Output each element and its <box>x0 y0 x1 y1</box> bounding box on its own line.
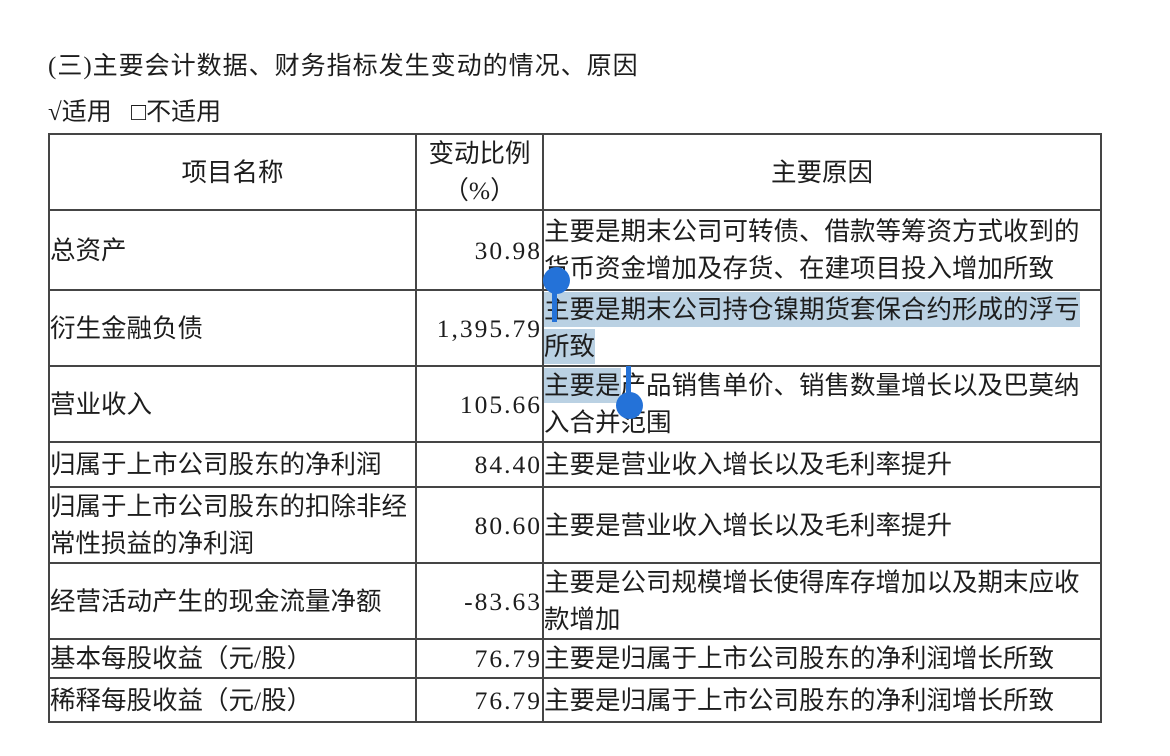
change-ratio-cell: -83.63 <box>415 562 544 640</box>
change-ratio-cell: 80.60 <box>415 486 544 564</box>
change-ratio-cell: 105.66 <box>415 365 544 443</box>
reason-cell: 主要是归属于上市公司股东的净利润增长所致 <box>542 677 1102 723</box>
selected-text: 主要是 <box>545 368 621 403</box>
header-main-reason: 主要原因 <box>542 133 1102 211</box>
reason-text: 产品销售单价、销售数量增长以及巴莫纳入合并范围 <box>544 371 1080 437</box>
reason-cell: 主要是产品销售单价、销售数量增长以及巴莫纳入合并范围 <box>542 365 1102 443</box>
section-heading: (三)主要会计数据、财务指标发生变动的情况、原因 <box>48 53 639 80</box>
table-row: 营业收入 105.66 主要是产品销售单价、销售数量增长以及巴莫纳入合并范围 <box>48 365 1102 443</box>
table-row: 总资产 30.98 主要是期末公司可转债、借款等筹资方式收到的货币资金增加及存货… <box>48 209 1102 291</box>
not-applicable-option: □不适用 <box>130 99 222 126</box>
change-ratio-cell: 84.40 <box>415 441 544 488</box>
header-change-ratio-line1: 变动比例 <box>428 139 531 168</box>
item-name-cell: 营业收入 <box>48 365 417 443</box>
applicable-option: √适用 <box>48 99 112 126</box>
reason-cell: 主要是期末公司可转债、借款等筹资方式收到的货币资金增加及存货、在建项目投入增加所… <box>542 209 1102 291</box>
change-ratio-cell: 76.79 <box>415 677 544 723</box>
item-name-cell: 经营活动产生的现金流量净额 <box>48 562 417 640</box>
item-name-cell: 归属于上市公司股东的扣除非经常性损益的净利润 <box>48 486 417 564</box>
table-row: 经营活动产生的现金流量净额 -83.63 主要是公司规模增长使得库存增加以及期末… <box>48 562 1102 640</box>
item-name-cell: 总资产 <box>48 209 417 291</box>
selection-start-caret[interactable] <box>552 291 557 322</box>
table-row: 衍生金融负债 1,395.79 主要是期末公司持仓镍期货套保合约形成的浮亏所致 <box>48 289 1102 367</box>
selection-end-caret[interactable] <box>626 366 631 396</box>
reason-cell: 主要是期末公司持仓镍期货套保合约形成的浮亏所致 <box>542 289 1102 367</box>
change-ratio-cell: 30.98 <box>415 209 544 291</box>
table-row: 归属于上市公司股东的净利润 84.40 主要是营业收入增长以及毛利率提升 <box>48 441 1102 488</box>
item-name-cell: 归属于上市公司股东的净利润 <box>48 441 417 488</box>
item-name-cell: 衍生金融负债 <box>48 289 417 367</box>
item-name-cell: 稀释每股收益（元/股） <box>48 677 417 723</box>
reason-cell: 主要是营业收入增长以及毛利率提升 <box>542 486 1102 564</box>
selected-text: 主要是期末公司持仓镍期货套保合约形成的浮亏所致 <box>545 292 1080 364</box>
financial-changes-table: 项目名称 变动比例 （%） 主要原因 总资产 30.98 主要是期末公司可转债、… <box>48 133 1102 723</box>
reason-cell: 主要是公司规模增长使得库存增加以及期末应收款增加 <box>542 562 1102 640</box>
table-row: 基本每股收益（元/股） 76.79 主要是归属于上市公司股东的净利润增长所致 <box>48 638 1102 679</box>
header-change-ratio: 变动比例 （%） <box>415 133 544 211</box>
selection-end-handle[interactable] <box>616 392 643 419</box>
table-row: 稀释每股收益（元/股） 76.79 主要是归属于上市公司股东的净利润增长所致 <box>48 677 1102 723</box>
applicability-line: √适用 □不适用 <box>48 92 221 128</box>
table-header-row: 项目名称 变动比例 （%） 主要原因 <box>48 133 1102 211</box>
header-change-ratio-line2: （%） <box>443 176 516 205</box>
reason-cell: 主要是归属于上市公司股东的净利润增长所致 <box>542 638 1102 679</box>
table-row: 归属于上市公司股东的扣除非经常性损益的净利润 80.60 主要是营业收入增长以及… <box>48 486 1102 564</box>
reason-cell: 主要是营业收入增长以及毛利率提升 <box>542 441 1102 488</box>
selection-start-handle[interactable] <box>543 267 570 294</box>
change-ratio-cell: 76.79 <box>415 638 544 679</box>
change-ratio-cell: 1,395.79 <box>415 289 544 367</box>
header-item-name: 项目名称 <box>48 133 417 211</box>
item-name-cell: 基本每股收益（元/股） <box>48 638 417 679</box>
